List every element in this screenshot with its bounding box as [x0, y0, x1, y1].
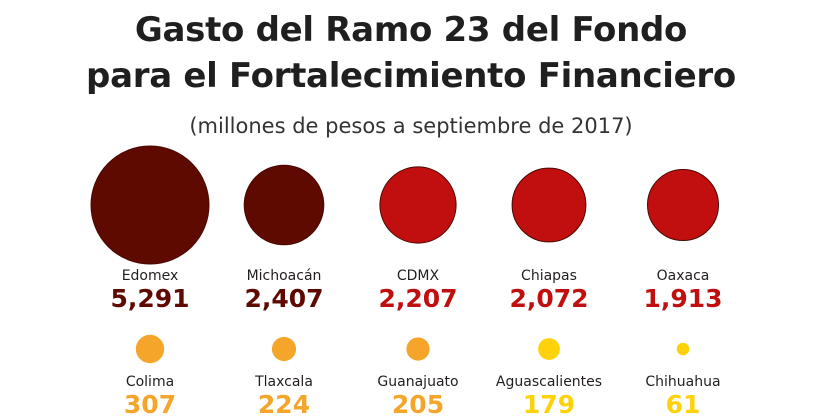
- bubble-value: 61: [666, 390, 701, 416]
- bubble-label: Michoacán: [247, 268, 322, 284]
- bubble-label: Colima: [126, 374, 174, 390]
- bubble-value: 179: [523, 390, 575, 416]
- bubble-label: Guanajuato: [377, 374, 458, 390]
- bubble-value: 2,207: [378, 284, 457, 313]
- bubble-edomex: [90, 145, 210, 265]
- bubble-value: 205: [392, 390, 444, 416]
- bubble-value: 2,407: [244, 284, 323, 313]
- bubble-colima: [135, 334, 165, 364]
- bubble-label: Edomex: [122, 268, 179, 284]
- bubble-oaxaca: [647, 169, 719, 241]
- bubble-tlaxcala: [271, 336, 297, 362]
- bubble-aguascalientes: [538, 338, 560, 360]
- bubble-label: Oaxaca: [657, 268, 710, 284]
- bubble-guanajuato: [406, 337, 430, 361]
- bubble-value: 307: [124, 390, 176, 416]
- bubble-michoac-n: [243, 164, 325, 246]
- bubble-cdmx: [379, 166, 457, 244]
- bubble-value: 2,072: [509, 284, 588, 313]
- bubble-value: 224: [258, 390, 310, 416]
- bubble-label: Chiapas: [521, 268, 577, 284]
- chart-subtitle: (millones de pesos a septiembre de 2017): [189, 114, 633, 138]
- bubble-chihuahua: [676, 342, 690, 356]
- bubble-chiapas: [511, 167, 587, 243]
- bubble-label: Aguascalientes: [496, 374, 602, 390]
- bubble-value: 5,291: [110, 284, 189, 313]
- bubble-label: Tlaxcala: [254, 374, 313, 390]
- bubble-label: Chihuahua: [645, 374, 720, 390]
- bubble-value: 1,913: [643, 284, 722, 313]
- bubble-label: CDMX: [397, 268, 440, 284]
- chart-title: Gasto del Ramo 23 del Fondo: [134, 10, 688, 50]
- chart-title-line-2: para el Fortalecimiento Financiero: [86, 56, 736, 96]
